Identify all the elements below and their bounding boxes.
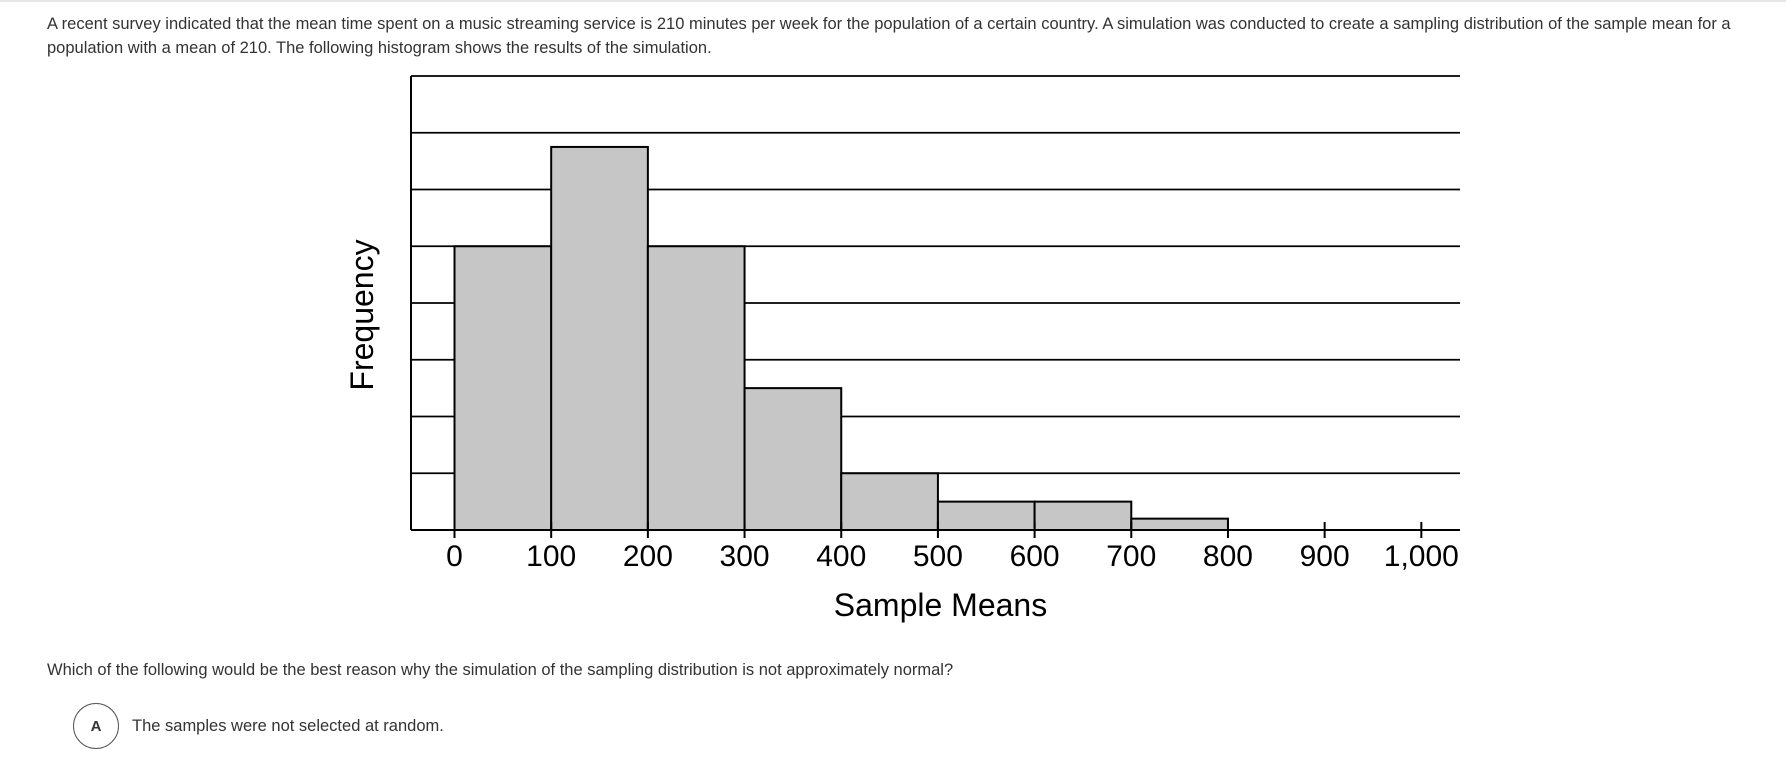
- choice-a-text: The samples were not selected at random.: [132, 716, 444, 735]
- histogram-bar: [840, 472, 939, 531]
- y-axis-title: Frequency: [344, 239, 380, 390]
- question-prompt: Which of the following would be the best…: [47, 661, 954, 679]
- x-axis-title: Sample Means: [834, 587, 1047, 623]
- x-tick-label: 600: [1010, 540, 1060, 573]
- histogram-bar: [743, 387, 843, 531]
- x-tick-label: 800: [1203, 540, 1253, 573]
- x-tick-label: 100: [526, 540, 576, 573]
- histogram-bar: [453, 245, 553, 531]
- x-tick-label: 0: [446, 540, 463, 573]
- x-tick-label: 400: [816, 540, 866, 573]
- x-tick-label: 500: [913, 540, 963, 573]
- histogram-bar: [1130, 517, 1229, 532]
- x-tick-label: 700: [1106, 540, 1156, 573]
- histogram-bar: [1033, 500, 1133, 531]
- histogram-bar: [936, 500, 1036, 531]
- top-divider: [0, 0, 1786, 2]
- choice-a[interactable]: A The samples were not selected at rando…: [73, 702, 444, 750]
- x-tick-label: 300: [720, 540, 770, 573]
- x-tick-label: 1,000: [1384, 540, 1459, 573]
- question-stem: A recent survey indicated that the mean …: [47, 15, 1731, 57]
- x-tick-label: 200: [623, 540, 673, 573]
- histogram-bar: [646, 245, 746, 531]
- histogram-bar: [550, 145, 649, 531]
- choice-a-letter-badge[interactable]: A: [73, 703, 119, 749]
- x-tick-label: 900: [1300, 540, 1350, 573]
